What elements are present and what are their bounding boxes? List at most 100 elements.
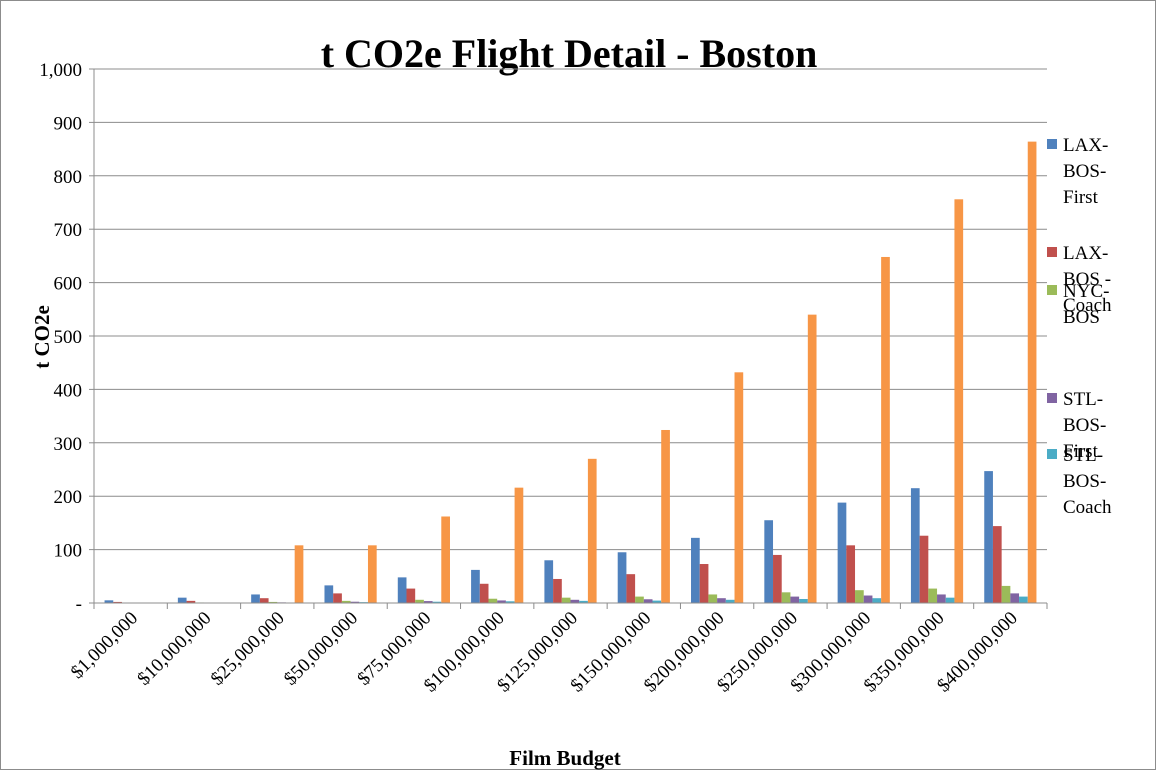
bar (781, 592, 791, 603)
bar (415, 599, 424, 603)
bar (113, 601, 122, 603)
legend-swatch (1047, 285, 1057, 295)
y-axis-ticks: - 100 200 300 400 500 600 700 800 900 1,000 (39, 60, 94, 615)
bar (432, 601, 442, 603)
x-tick-label: $50,000,000 (280, 608, 362, 690)
y-tick-label: 200 (54, 487, 83, 508)
x-tick-label: $10,000,000 (133, 608, 215, 690)
bar (617, 552, 627, 603)
bar (1019, 596, 1028, 603)
bar (1001, 585, 1011, 603)
bar (514, 487, 524, 603)
bar (561, 597, 571, 603)
y-tick-label: 400 (54, 380, 83, 401)
y-tick-label: 100 (54, 541, 83, 562)
y-tick-label: 700 (54, 220, 83, 241)
bar (1010, 593, 1020, 603)
x-tick-label: $1,000,000 (67, 608, 142, 683)
bar (479, 583, 489, 603)
legend-label: STL- (1063, 445, 1103, 466)
bar (104, 600, 114, 603)
y-tick-label: 800 (54, 167, 83, 188)
legend-label: BOS - (1063, 269, 1111, 290)
legend-swatch (1047, 247, 1057, 257)
bar (259, 598, 269, 603)
bar (635, 596, 644, 603)
y-tick-label: 600 (54, 274, 83, 295)
y-tick-label: - (76, 594, 82, 615)
legend-label: NYC- (1063, 281, 1109, 302)
bar (1027, 141, 1037, 603)
legend-swatch (1047, 393, 1057, 403)
bar (643, 599, 653, 603)
bar (350, 601, 360, 603)
bar (488, 598, 498, 603)
bar (764, 520, 774, 603)
bar (937, 594, 946, 603)
y-tick-label: 500 (54, 327, 83, 348)
bar (397, 577, 407, 603)
bar (626, 574, 636, 603)
bar (984, 471, 993, 603)
legend-label: STL- (1063, 389, 1103, 410)
bar (799, 598, 808, 603)
bar (652, 600, 662, 603)
x-axis-ticks: $1,000,000$10,000,000$25,000,000$50,000,… (67, 603, 1048, 696)
bar (708, 594, 718, 603)
legend-label: Coach (1063, 497, 1112, 518)
bar (807, 314, 817, 603)
bar (251, 594, 260, 603)
legend-label: First (1063, 441, 1099, 462)
bar (268, 601, 278, 603)
legend-label: LAX- (1063, 135, 1108, 156)
legend-label: First (1063, 187, 1099, 208)
y-tick-label: 300 (54, 434, 83, 455)
bar (691, 537, 700, 603)
bar (992, 526, 1002, 603)
bar (324, 585, 334, 603)
bar (544, 560, 554, 603)
legend-label: BOS- (1063, 415, 1106, 436)
y-axis-title: t CO2e (30, 305, 54, 369)
bar (587, 458, 597, 603)
bars (104, 141, 1037, 603)
bar (471, 569, 480, 603)
bar (945, 597, 955, 603)
bar (699, 564, 709, 603)
bar (579, 600, 588, 603)
legend-swatch (1047, 139, 1057, 149)
bar (881, 256, 890, 603)
bar (855, 590, 864, 603)
y-tick-label: 900 (54, 113, 83, 134)
bar (661, 429, 670, 603)
bar (406, 588, 416, 603)
bar (505, 601, 515, 603)
legend-swatch (1047, 449, 1057, 459)
bar (725, 599, 735, 603)
bar (570, 599, 580, 603)
legend-label: Coach (1063, 295, 1112, 316)
bar (872, 598, 882, 603)
bar (863, 595, 873, 603)
bar (919, 535, 929, 603)
bar (734, 372, 744, 603)
bar (294, 545, 304, 603)
bar (367, 545, 377, 603)
x-tick-label: $25,000,000 (207, 608, 289, 690)
bar (333, 593, 342, 603)
y-tick-label: 1,000 (39, 60, 82, 81)
bar (553, 578, 562, 603)
bar (910, 488, 920, 603)
bar (423, 601, 433, 603)
bar (954, 199, 964, 603)
bar (837, 502, 847, 603)
bar (928, 588, 938, 603)
legend-label: BOS- (1063, 161, 1106, 182)
gridlines (94, 68, 1047, 551)
bar (341, 600, 351, 603)
bar (790, 596, 800, 603)
bar (441, 516, 450, 603)
